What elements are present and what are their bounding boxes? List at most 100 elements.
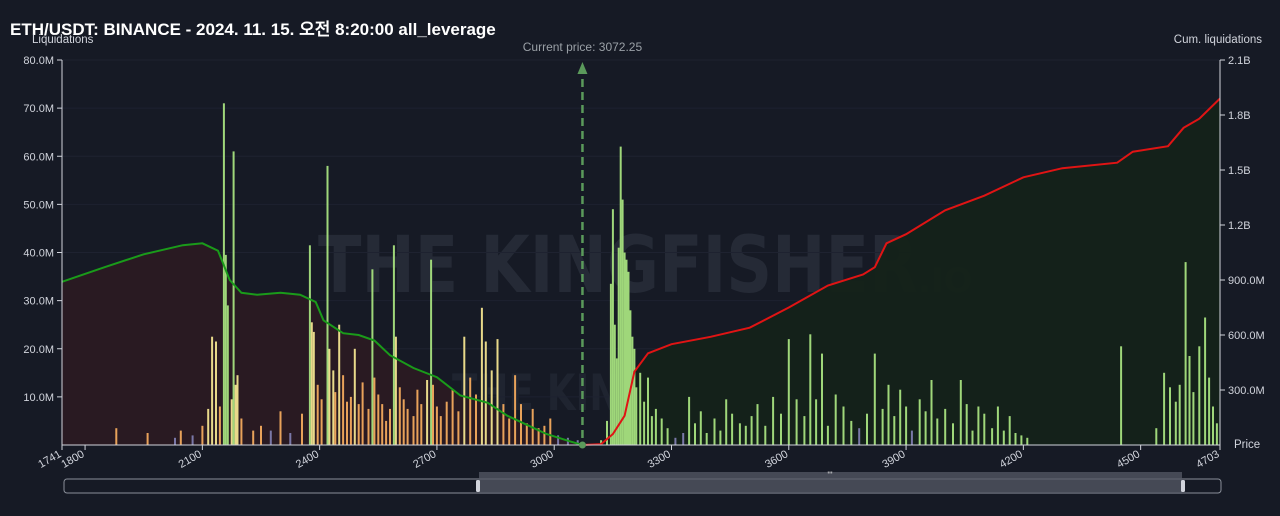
- liquidation-bar: [349, 396, 352, 445]
- liquidation-bar: [881, 408, 884, 445]
- liquidation-bar: [394, 336, 397, 445]
- liquidation-bar: [1020, 435, 1023, 445]
- liquidation-bar: [1026, 437, 1029, 445]
- liquidation-bar: [174, 437, 176, 445]
- liquidation-bar: [1178, 384, 1181, 445]
- liquidation-bar: [236, 375, 239, 445]
- scroll-grip: ''': [827, 470, 832, 480]
- liquidation-bar: [803, 416, 806, 445]
- liquidation-bar: [1208, 377, 1211, 445]
- y2-tick-label: 900.0M: [1228, 275, 1265, 287]
- liquidation-bar: [1184, 262, 1187, 445]
- liquidation-bar: [211, 336, 214, 445]
- liquidation-bar: [416, 389, 419, 445]
- liquidation-bar: [625, 259, 628, 445]
- liquidation-bar: [269, 430, 272, 445]
- liquidation-bar: [457, 411, 460, 445]
- liquidation-bar: [826, 425, 829, 446]
- liquidation-bar: [654, 408, 657, 445]
- liquidation-bar: [279, 411, 282, 445]
- liquidation-bar: [647, 377, 649, 445]
- liquidation-bar: [858, 428, 861, 445]
- x-tick-label: 3000: [529, 448, 556, 471]
- liquidation-bar: [490, 370, 493, 445]
- y-tick-label: 40.0M: [23, 248, 54, 260]
- liquidation-bar: [635, 387, 638, 446]
- liquidation-bar: [1169, 387, 1171, 446]
- liquidation-bar: [666, 428, 669, 445]
- range-scrollbar[interactable]: ''': [63, 470, 1222, 494]
- liquidation-bar: [623, 252, 626, 445]
- liquidation-bar: [406, 408, 409, 445]
- liquidation-bar: [1002, 430, 1005, 445]
- liquidation-bar: [371, 269, 374, 445]
- liquidation-bar: [834, 394, 837, 445]
- liquidation-bar: [699, 411, 702, 445]
- liquidation-bar: [338, 324, 341, 445]
- liquidation-bar: [342, 375, 345, 445]
- liquidation-bar: [312, 331, 315, 445]
- liquidation-bar: [1155, 428, 1158, 445]
- liquidation-bar: [308, 245, 311, 445]
- liquidation-bar: [887, 384, 890, 445]
- liquidation-bar: [611, 209, 614, 445]
- y-tick-label: 20.0M: [23, 344, 54, 356]
- liquidation-bar: [809, 334, 812, 445]
- liquidation-bar: [639, 372, 642, 445]
- liquidation-bar: [936, 418, 939, 445]
- liquidation-bar: [326, 165, 329, 445]
- liquidation-bar: [1174, 401, 1177, 445]
- liquidation-bar: [815, 399, 818, 445]
- y-axis-title: Liquidations: [32, 34, 94, 46]
- liquidation-bar: [480, 307, 483, 445]
- liquidation-bar: [222, 103, 225, 446]
- x-axis-title: Price: [1234, 439, 1260, 451]
- liquidation-bar: [631, 336, 634, 445]
- y-tick-label: 30.0M: [23, 296, 54, 308]
- liquidation-bar: [373, 377, 376, 445]
- liquidation-bar: [764, 425, 767, 446]
- liquidation-bar: [385, 420, 388, 445]
- x-tick-label: 4703: [1194, 448, 1221, 471]
- liquidation-bar: [439, 416, 442, 445]
- liquidation-bar: [320, 399, 323, 445]
- liquidation-bar: [179, 430, 182, 445]
- liquidation-bar: [232, 151, 235, 445]
- liquidation-bar: [240, 418, 243, 445]
- liquidation-bar: [463, 336, 466, 445]
- liquidation-bar: [756, 404, 759, 445]
- liquidation-bar: [289, 433, 292, 445]
- liquidation-bar: [361, 382, 364, 445]
- liquidation-bar: [924, 411, 927, 445]
- liquidation-bar: [971, 430, 974, 445]
- liquidation-bar: [381, 404, 384, 445]
- liquidation-bar: [525, 423, 528, 445]
- liquidation-bar: [514, 375, 517, 445]
- liquidation-bar: [389, 408, 391, 445]
- liquidation-bar: [983, 413, 986, 445]
- liquidation-bar: [230, 399, 233, 445]
- liquidation-bar: [705, 433, 708, 445]
- y-tick-label: 80.0M: [23, 55, 54, 67]
- liquidation-bar: [432, 384, 434, 445]
- liquidation-bar: [520, 404, 522, 445]
- liquidation-bar: [346, 401, 348, 445]
- liquidation-bar: [613, 324, 616, 445]
- cum-long-area: [582, 98, 1220, 445]
- liquidation-bar: [621, 199, 624, 445]
- liquidation-bar: [930, 380, 933, 445]
- liquidation-bar: [549, 418, 552, 445]
- liquidation-bar: [772, 396, 775, 445]
- liquidation-bar: [484, 341, 487, 445]
- y2-axis-title: Cum. liquidations: [1174, 34, 1262, 46]
- liquidation-bar: [420, 404, 423, 445]
- liquidation-bar: [750, 416, 753, 445]
- liquidation-bar: [496, 339, 499, 445]
- liquidation-bar: [918, 399, 921, 445]
- liquidation-bar: [609, 283, 612, 445]
- liquidation-bar: [731, 413, 734, 445]
- liquidation-bar: [633, 348, 636, 446]
- liquidation-bar: [821, 353, 823, 445]
- liquidation-bar: [615, 358, 618, 445]
- liquidation-bar: [780, 413, 782, 445]
